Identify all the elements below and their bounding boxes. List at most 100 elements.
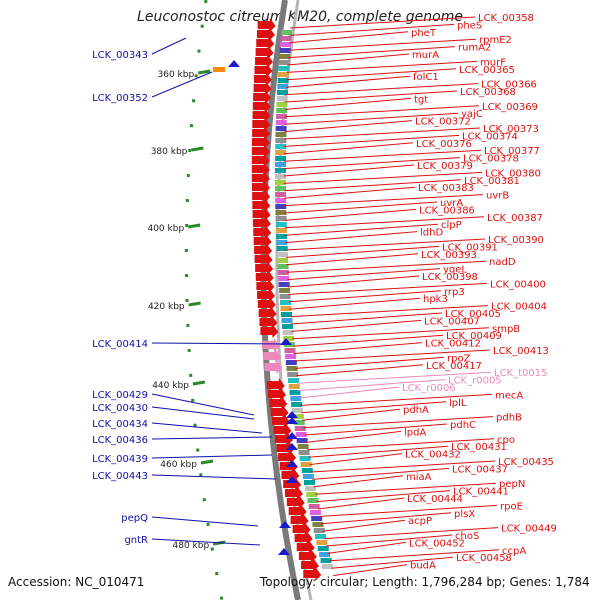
feature-block [295,432,307,437]
label-connector [288,290,442,303]
gene-label: uvrA [440,198,463,209]
feature-block [308,504,320,509]
gene-arrow [251,144,270,158]
feature-block [280,42,292,47]
feature-block [281,30,293,35]
gene-label: LCK_00441 [453,487,509,498]
feature-block [297,444,309,449]
label-connector [300,393,493,406]
gene-label: LCK_00377 [484,146,540,157]
gene-label: folC1 [413,72,439,83]
feature-block [278,282,290,287]
gene-label: LCK_00374 [462,131,518,142]
feature-block [294,426,306,431]
feature-block [288,384,300,389]
gene-label: LCK_00373 [483,124,539,135]
label-connector [331,556,454,569]
gene-arrow [252,108,271,122]
gene-arrow [253,81,272,95]
label-connector [293,342,423,355]
label-connector [284,208,417,221]
gene-arrow [290,513,309,527]
left-connector [151,454,273,459]
gene-label: lplL [449,398,467,409]
gene-label: LCK_00380 [485,168,541,179]
feature-block [277,84,289,89]
feature-block [307,498,319,503]
feature-block [276,114,288,119]
gene-label: LCK_00437 [452,464,508,475]
label-connector [287,275,420,288]
gene-label: clpP [441,220,462,231]
feature-block [280,300,291,305]
gene-arrow [251,153,270,167]
gene-label: ldhD [420,228,443,239]
label-connector [287,46,456,59]
feature-block [275,156,287,161]
left-connector [151,37,187,55]
label-connector [329,549,500,562]
label-connector [302,408,401,421]
label-connector [310,460,496,473]
gene-label: rrp3 [444,287,465,298]
gene-arrow [301,558,320,572]
rna-arrow [264,360,283,374]
map-title: Leuconostoc citreum KM20, complete genom… [137,9,463,25]
gene-label: ccpA [502,546,526,557]
label-connector [290,305,489,318]
rna-arrow [261,338,280,352]
feature-block [316,540,328,545]
label-connector [284,127,481,140]
feature-block [275,138,287,143]
gene-label: murF [480,57,506,68]
feature-block [278,72,290,77]
gene-label: LCK_r0006 [402,383,456,394]
gene-label: LCK_00404 [491,302,547,313]
label-connector [294,349,491,362]
gene-arrow [256,27,275,41]
gene-label: yajC [461,109,483,120]
gene-label: LCK_00358 [478,13,534,24]
label-connector [283,149,482,162]
reverse-gene-arrow [280,338,292,345]
label-connector [322,519,406,532]
gene-label: LCK_00381 [464,176,520,187]
scale-label: 440 kbp [152,381,189,391]
gene-label: pepN [499,479,525,490]
gene-arrow [260,324,279,338]
left-gene-label: LCK_00414 [92,339,148,350]
feature-block [281,318,293,323]
label-connector [316,490,451,503]
feature-block [276,102,288,107]
feature-block [286,366,298,371]
feature-block [283,336,295,341]
label-connector [304,423,448,436]
left-gene-label: LCK_00439 [92,454,148,465]
feature-block [277,258,289,263]
feature-block [277,270,289,275]
label-connector [315,482,497,495]
reverse-gene-arrow [228,60,240,67]
label-connector [286,60,478,73]
label-connector [289,31,409,44]
label-connector [286,75,411,88]
gene-label: LCK_00387 [487,213,543,224]
gene-arrow [294,531,313,545]
scale-tick [200,459,214,465]
gene-label: acpP [408,516,432,527]
label-connector [287,53,410,66]
label-connector [297,371,492,384]
label-connector [324,527,499,540]
scale-tick [187,223,201,229]
gene-label: LCK_00405 [445,309,501,320]
label-connector [296,364,424,377]
label-connector [286,68,457,81]
left-connector [151,71,213,98]
feature-block [275,144,287,149]
gene-label: miaA [406,472,432,483]
gene-arrow [257,18,276,32]
feature-block [282,324,294,329]
label-connector [284,105,480,118]
gene-label: pdhC [450,420,476,431]
gene-label: LCK_00369 [482,102,538,113]
